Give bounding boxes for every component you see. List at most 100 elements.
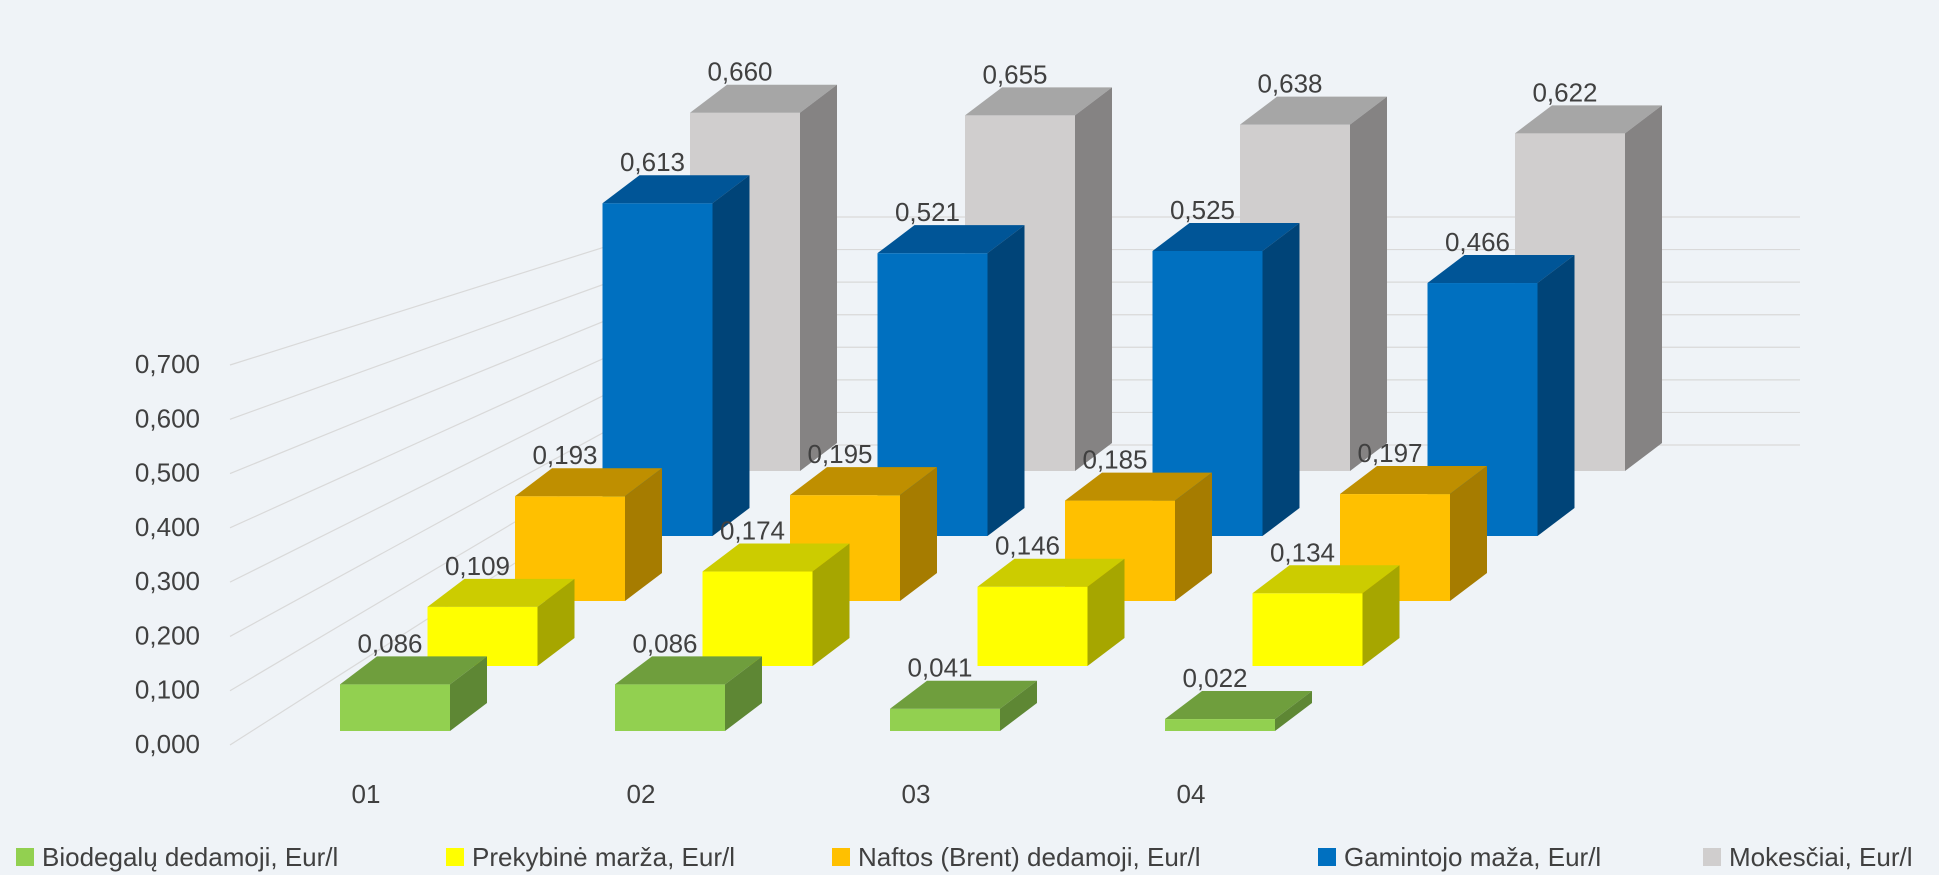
bar-top bbox=[427, 578, 575, 607]
bar-side bbox=[1537, 255, 1575, 536]
data-label: 0,195 bbox=[807, 439, 872, 469]
data-label: 0,086 bbox=[632, 628, 697, 658]
bar-top bbox=[1515, 105, 1662, 134]
bar-top bbox=[1252, 565, 1400, 594]
data-label: 0,655 bbox=[982, 59, 1047, 89]
data-label: 0,622 bbox=[1532, 77, 1597, 107]
bar-side bbox=[1362, 565, 1400, 666]
bar-side bbox=[1350, 96, 1387, 472]
data-label: 0,185 bbox=[1082, 445, 1147, 475]
bar-side bbox=[537, 578, 575, 666]
y-tick-label: 0,100 bbox=[135, 675, 200, 705]
data-label: 0,146 bbox=[995, 531, 1060, 561]
bar-front bbox=[1165, 719, 1275, 731]
legend-item: Gamintojo maža, Eur/l bbox=[1318, 842, 1601, 872]
bar-top bbox=[790, 467, 937, 496]
legend-swatch bbox=[832, 848, 850, 866]
bar-front bbox=[615, 684, 725, 731]
y-tick-label: 0,000 bbox=[135, 729, 200, 759]
legend-item: Biodegalų dedamoji, Eur/l bbox=[16, 842, 338, 872]
bar-0-1 bbox=[615, 656, 762, 731]
y-tick-label: 0,700 bbox=[135, 349, 200, 379]
x-axis: 01 02 03 04 bbox=[352, 779, 1206, 809]
legend-swatch bbox=[1703, 848, 1721, 866]
data-label: 0,660 bbox=[707, 57, 772, 87]
bar-top bbox=[340, 656, 487, 685]
category-label: 03 bbox=[902, 779, 931, 809]
bar-front bbox=[340, 684, 450, 731]
bar-top bbox=[602, 175, 750, 204]
bar-side bbox=[1625, 105, 1662, 471]
data-label: 0,174 bbox=[720, 516, 785, 546]
category-label: 02 bbox=[627, 779, 656, 809]
data-label: 0,086 bbox=[357, 628, 422, 658]
bar-side bbox=[987, 225, 1025, 536]
bar-side bbox=[1087, 558, 1125, 666]
y-tick-label: 0,300 bbox=[135, 566, 200, 596]
data-label: 0,022 bbox=[1182, 663, 1247, 693]
legend-label: Mokesčiai, Eur/l bbox=[1729, 842, 1913, 872]
bar-side bbox=[450, 656, 487, 731]
bar-top bbox=[890, 680, 1037, 709]
bar-side bbox=[1262, 223, 1300, 536]
y-tick-label: 0,400 bbox=[135, 512, 200, 542]
legend-swatch bbox=[16, 848, 34, 866]
data-label: 0,197 bbox=[1357, 438, 1422, 468]
bar-side bbox=[1075, 87, 1112, 471]
bar-1-3 bbox=[1252, 565, 1400, 666]
bars bbox=[340, 84, 1662, 731]
data-label: 0,109 bbox=[445, 551, 510, 581]
legend-item: Mokesčiai, Eur/l bbox=[1703, 842, 1913, 872]
bar-front bbox=[702, 571, 813, 666]
bar-front bbox=[427, 606, 538, 666]
legend-label: Prekybinė marža, Eur/l bbox=[472, 842, 735, 872]
bar-side bbox=[625, 468, 662, 601]
bar-side bbox=[900, 467, 937, 601]
bar-top bbox=[1427, 255, 1575, 284]
bar-side bbox=[712, 175, 750, 536]
bar-side bbox=[1450, 466, 1487, 601]
data-label: 0,638 bbox=[1257, 69, 1322, 99]
bar-top bbox=[1065, 472, 1212, 501]
legend-label: Naftos (Brent) dedamoji, Eur/l bbox=[858, 842, 1200, 872]
legend-label: Gamintojo maža, Eur/l bbox=[1344, 842, 1601, 872]
bar-front bbox=[890, 708, 1000, 731]
bar-3-2 bbox=[1152, 223, 1300, 536]
legend-item: Naftos (Brent) dedamoji, Eur/l bbox=[832, 842, 1200, 872]
bar-side bbox=[800, 84, 837, 471]
data-label: 0,041 bbox=[907, 653, 972, 683]
bar-top bbox=[702, 543, 850, 572]
data-label: 0,613 bbox=[620, 147, 685, 177]
legend: Biodegalų dedamoji, Eur/l Prekybinė marža… bbox=[16, 842, 1913, 872]
bar-front bbox=[977, 586, 1088, 666]
data-label: 0,521 bbox=[895, 197, 960, 227]
data-label: 0,525 bbox=[1170, 195, 1235, 225]
data-label: 0,193 bbox=[532, 440, 597, 470]
bar-0-3 bbox=[1165, 691, 1312, 731]
bar-0-0 bbox=[340, 656, 487, 731]
bar-side bbox=[812, 543, 850, 666]
legend-swatch bbox=[446, 848, 464, 866]
category-label: 04 bbox=[1177, 779, 1206, 809]
bar-1-1 bbox=[702, 543, 850, 666]
bar-top bbox=[1152, 223, 1300, 251]
bar-top bbox=[877, 225, 1025, 254]
legend-label: Biodegalų dedamoji, Eur/l bbox=[42, 842, 338, 872]
bar-side bbox=[725, 656, 762, 731]
bar-top bbox=[1240, 96, 1387, 125]
bar-side bbox=[1175, 472, 1212, 601]
y-tick-label: 0,500 bbox=[135, 458, 200, 488]
bar-1-2 bbox=[977, 558, 1125, 666]
legend-item: Prekybinė marža, Eur/l bbox=[446, 842, 735, 872]
y-tick-label: 0,200 bbox=[135, 620, 200, 650]
bar-top bbox=[965, 87, 1112, 116]
data-labels: 0,660 0,655 0,638 0,622 0,613 0,521 0,525 0,466… bbox=[357, 57, 1597, 693]
bar-top bbox=[615, 656, 762, 685]
bar-1-0 bbox=[427, 578, 575, 666]
y-axis: 0,000 0,100 0,200 0,300 0,400 0,500 0,600 0,700 bbox=[135, 349, 200, 759]
data-label: 0,466 bbox=[1445, 227, 1510, 257]
bar-top bbox=[515, 468, 662, 497]
bar-front bbox=[1252, 593, 1363, 666]
category-label: 01 bbox=[352, 779, 381, 809]
bar-side bbox=[1000, 680, 1037, 731]
